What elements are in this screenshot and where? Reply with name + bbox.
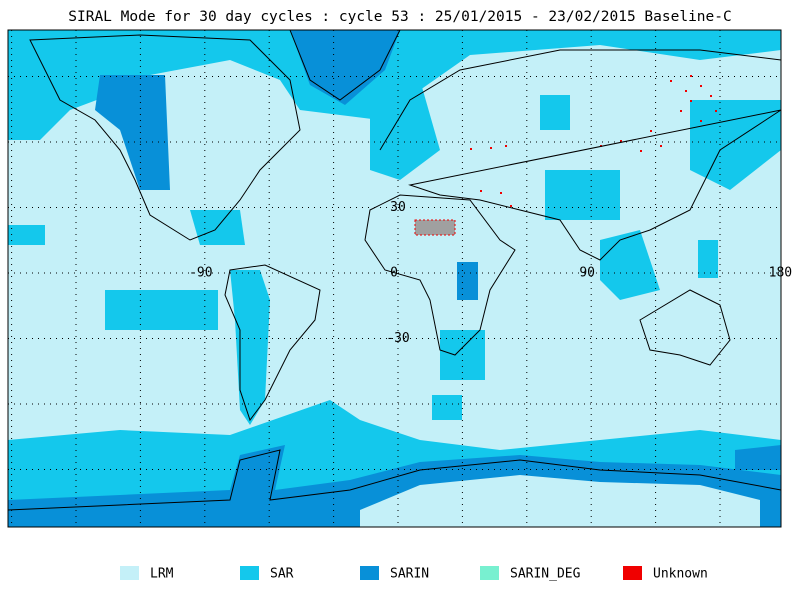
unknown-dot <box>490 147 492 149</box>
grey-box <box>415 220 455 235</box>
legend-label: Unknown <box>653 567 708 582</box>
longitude-label: 90 <box>579 266 595 281</box>
sar-region <box>690 100 781 190</box>
unknown-dot <box>690 100 692 102</box>
unknown-dot <box>680 110 682 112</box>
sar-region <box>545 170 620 220</box>
map-area: -90 0 90 180 30 -30 <box>7 29 792 528</box>
sar-region <box>432 395 462 420</box>
legend-label: SARIN <box>390 567 429 582</box>
longitude-label: -90 <box>189 266 212 281</box>
unknown-dot <box>700 120 702 122</box>
legend-swatch <box>360 566 379 580</box>
legend-label: SAR <box>270 567 294 582</box>
unknown-dot <box>660 145 662 147</box>
sarin-region <box>735 445 781 470</box>
longitude-label: 0 <box>390 266 398 281</box>
unknown-dot <box>510 205 512 207</box>
sar-region <box>8 225 45 245</box>
unknown-dot <box>505 145 507 147</box>
legend-swatch <box>120 566 139 580</box>
longitude-label: 180 <box>769 266 792 281</box>
sar-region <box>8 30 781 140</box>
unknown-dot <box>620 140 622 142</box>
unknown-dot <box>710 95 712 97</box>
coastline <box>7 449 782 511</box>
sar-region <box>105 290 218 330</box>
legend: LRM SAR SARIN SARIN_DEG Unknown <box>120 566 708 582</box>
sarin-region <box>290 30 400 105</box>
legend-label: SARIN_DEG <box>510 567 581 582</box>
sar-region <box>440 330 485 380</box>
coastline <box>224 264 321 422</box>
legend-swatch <box>240 566 259 580</box>
legend-swatch <box>623 566 642 580</box>
sar-region <box>540 95 570 130</box>
legend-swatch <box>480 566 499 580</box>
sar-region <box>370 80 440 180</box>
lrm-region <box>360 475 760 527</box>
unknown-dot <box>700 85 702 87</box>
coastline <box>364 194 516 356</box>
unknown-dot <box>480 190 482 192</box>
latitude-label: 30 <box>390 200 406 215</box>
sar-region <box>600 230 660 300</box>
sarin-region <box>95 75 170 190</box>
unknown-dot <box>715 110 717 112</box>
coastline <box>379 49 782 261</box>
unknown-box <box>414 219 456 236</box>
sar-region <box>698 240 718 278</box>
latitude-label: -30 <box>386 331 409 346</box>
unknown-dot <box>500 192 502 194</box>
unknown-dots <box>470 75 717 207</box>
unknown-dot <box>650 130 652 132</box>
unknown-dot <box>640 150 642 152</box>
coastline <box>639 289 731 366</box>
legend-label: LRM <box>150 567 174 582</box>
map-title: SIRAL Mode for 30 day cycles : cycle 53 … <box>68 9 731 25</box>
sarin-region <box>457 262 478 300</box>
coastline <box>29 34 301 241</box>
unknown-dot <box>670 80 672 82</box>
unknown-dot <box>470 148 472 150</box>
unknown-dot <box>690 75 692 77</box>
map-frame <box>7 29 782 528</box>
graticule: -90 0 90 180 30 -30 <box>8 30 792 527</box>
unknown-dot <box>685 90 687 92</box>
